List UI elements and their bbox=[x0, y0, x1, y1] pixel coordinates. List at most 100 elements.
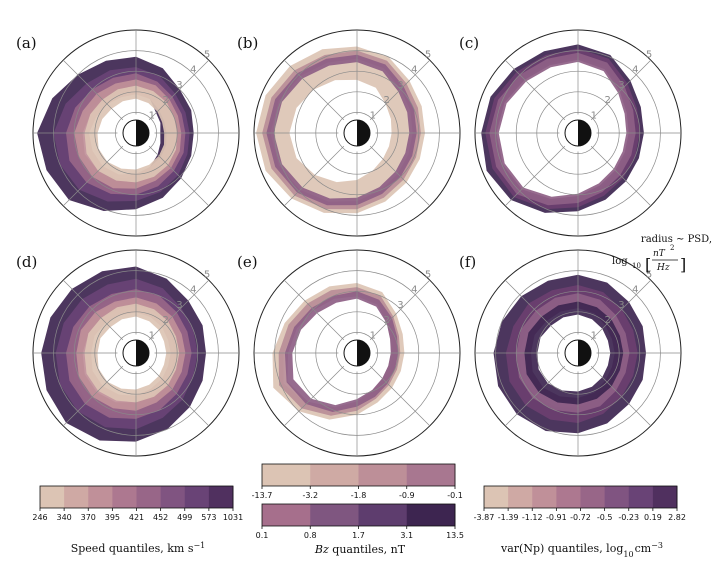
colorbar-tick-label: -0.72 bbox=[570, 513, 591, 522]
colorbar-segment bbox=[406, 464, 456, 486]
colorbar-var: -3.87 -1.39 -1.12 -0.91 -0.72 -0.5 -0.23 0.19 2.… bbox=[474, 485, 686, 522]
colorbar-tick-label: -0.1 bbox=[447, 491, 463, 500]
colorbar-segment bbox=[112, 486, 137, 508]
colorbar-segment bbox=[604, 486, 630, 508]
r-tick-label: 2 bbox=[162, 315, 168, 326]
r-tick-label: 1 bbox=[591, 330, 597, 341]
radius-note-den: Hz bbox=[656, 263, 670, 273]
radius-note-rbracket: ] bbox=[680, 255, 686, 274]
colorbar-segment bbox=[484, 486, 509, 508]
colorbar-bz-label: Bz quantiles, nT bbox=[314, 543, 406, 556]
grid-spoke bbox=[148, 145, 210, 207]
polar-panel-b: 012345(b) bbox=[237, 29, 461, 237]
colorbar-tick-label: 1.7 bbox=[352, 531, 365, 540]
r-tick-label: 4 bbox=[411, 65, 417, 76]
grid-spoke bbox=[504, 145, 566, 207]
radius-note-lbracket: [ bbox=[645, 255, 651, 274]
colorbar-tick-label: 246 bbox=[32, 513, 47, 522]
colorbar-segment bbox=[580, 486, 606, 508]
colorbar-segment bbox=[262, 504, 311, 526]
colorbar-tick-label: -1.12 bbox=[522, 513, 543, 522]
grid-spoke bbox=[283, 59, 345, 121]
colorbar-segment bbox=[556, 486, 581, 508]
colorbar-tick-label: 3.1 bbox=[400, 531, 413, 540]
contour-band bbox=[256, 46, 425, 214]
grid-spoke bbox=[283, 365, 345, 427]
polar-panel-f: 012345(f) bbox=[459, 249, 682, 457]
grid-spoke bbox=[62, 145, 124, 207]
colorbar-segment bbox=[136, 486, 162, 508]
polar-panels: 012345(a)012345(b)012345(c)012345(d)0123… bbox=[16, 29, 682, 457]
r-tick-label: 4 bbox=[632, 285, 638, 296]
colorbar-tick-label: 2.82 bbox=[668, 513, 686, 522]
colorbar-segment bbox=[262, 464, 311, 486]
colorbar-tick-label: -1.39 bbox=[498, 513, 519, 522]
contour-band bbox=[84, 303, 180, 403]
center-disc-half bbox=[136, 120, 149, 146]
colorbar-tick-label: 340 bbox=[56, 513, 71, 522]
r-tick-label: 2 bbox=[383, 315, 389, 326]
grid-spoke bbox=[590, 279, 652, 341]
r-tick-label: 5 bbox=[425, 49, 431, 60]
panel-label: (f) bbox=[459, 253, 476, 271]
panel-label: (b) bbox=[237, 34, 258, 52]
colorbar-segment bbox=[652, 486, 678, 508]
r-tick-label: 2 bbox=[604, 315, 610, 326]
r-tick-label: 5 bbox=[204, 269, 210, 280]
radius-note: radius ∼ PSD, log 10 [ nT 2 Hz ] bbox=[612, 234, 712, 274]
colorbar-tick-label: 0.1 bbox=[256, 531, 269, 540]
grid-spoke bbox=[369, 59, 431, 121]
colorbar-tick-label: -13.7 bbox=[252, 491, 273, 500]
r-tick-label: 5 bbox=[646, 49, 652, 60]
r-tick-label: 1 bbox=[591, 110, 597, 121]
colorbar-segment bbox=[508, 486, 533, 508]
contour-band bbox=[481, 44, 644, 213]
colorbar-segment bbox=[208, 486, 234, 508]
colorbar-tick-label: 395 bbox=[105, 513, 120, 522]
grid-spoke bbox=[504, 59, 566, 121]
colorbar-segment bbox=[406, 504, 456, 526]
radius-note-log-sub: 10 bbox=[632, 262, 641, 270]
contour-band bbox=[84, 85, 178, 183]
colorbar-bz-positive: 0.1 0.8 1.7 3.1 13.5 bbox=[256, 503, 464, 540]
r-tick-label: 3 bbox=[176, 80, 182, 91]
r-tick-label: 3 bbox=[618, 300, 624, 311]
colorbar-speed: 246 340 370 395 421 452 499 573 1031 bbox=[32, 485, 243, 522]
colorbar-tick-label: -3.87 bbox=[474, 513, 495, 522]
r-tick-label: 1 bbox=[149, 110, 155, 121]
r-tick-label: 1 bbox=[370, 110, 376, 121]
colorbar-segment bbox=[358, 464, 408, 486]
r-tick-label: 3 bbox=[397, 300, 403, 311]
center-disc-half bbox=[578, 120, 591, 146]
grid-spoke bbox=[62, 365, 124, 427]
r-tick-label: 4 bbox=[190, 285, 196, 296]
colorbar-segment bbox=[628, 486, 654, 508]
radius-note-num-sup: 2 bbox=[670, 244, 674, 252]
colorbar-tick-label: -0.23 bbox=[618, 513, 639, 522]
polar-panel-d: 012345(d) bbox=[16, 249, 240, 457]
colorbar-tick-label: -0.9 bbox=[399, 491, 415, 500]
colorbar-tick-label: -0.5 bbox=[597, 513, 613, 522]
colorbar-segment bbox=[532, 486, 557, 508]
grid-spoke bbox=[283, 145, 345, 207]
panel-label: (d) bbox=[16, 253, 37, 271]
colorbar-tick-label: 452 bbox=[153, 513, 168, 522]
r-tick-label: 5 bbox=[646, 269, 652, 280]
grid-spoke bbox=[148, 59, 210, 121]
grid-spoke bbox=[148, 279, 210, 341]
center-disc-half bbox=[578, 340, 591, 366]
grid-spoke bbox=[504, 279, 566, 341]
radius-note-line1: radius ∼ PSD, bbox=[641, 234, 712, 245]
colorbar-tick-label: 0.19 bbox=[644, 513, 662, 522]
colorbar-tick-label: 13.5 bbox=[446, 531, 464, 540]
colorbar-tick-label: 0.8 bbox=[304, 531, 317, 540]
r-tick-label: 2 bbox=[383, 95, 389, 106]
colorbar-segment bbox=[310, 464, 359, 486]
polar-panel-c: 012345(c) bbox=[459, 29, 682, 237]
grid-spoke bbox=[504, 365, 566, 427]
colorbar-tick-label: -3.2 bbox=[302, 491, 318, 500]
colorbar-tick-label: 421 bbox=[129, 513, 144, 522]
grid-spoke bbox=[590, 365, 652, 427]
colorbar-tick-label: -1.8 bbox=[351, 491, 367, 500]
